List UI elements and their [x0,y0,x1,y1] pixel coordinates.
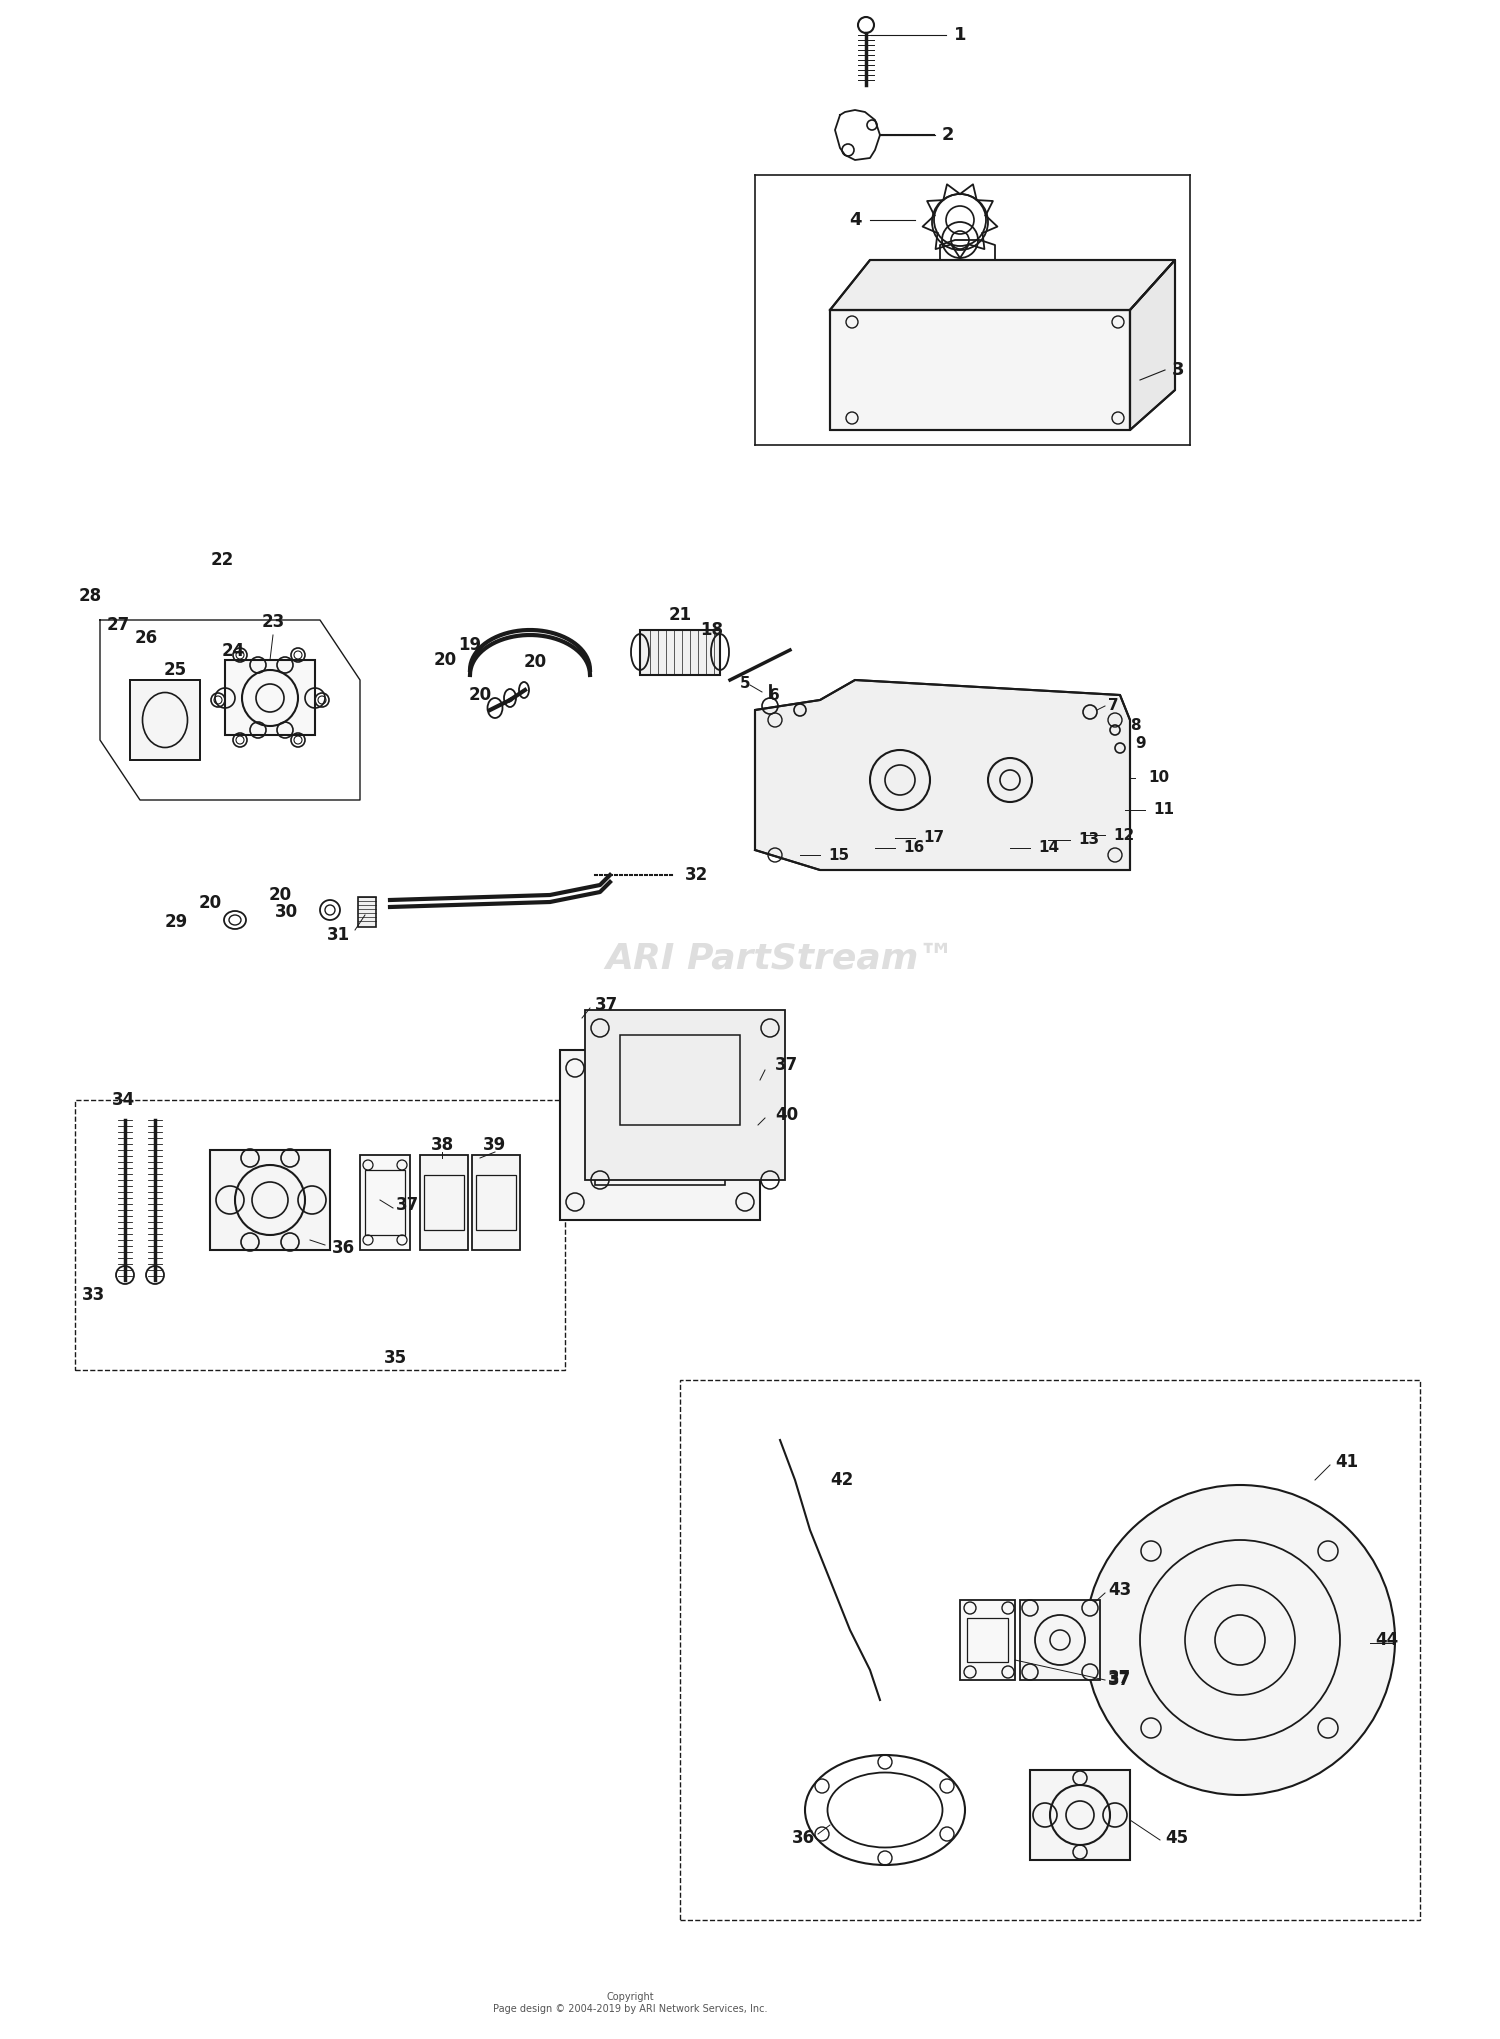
Text: 20: 20 [268,887,291,903]
Bar [585,1009,784,1181]
Text: 35: 35 [384,1350,406,1366]
Bar [360,1154,410,1250]
Polygon shape [130,679,200,761]
Text: 37: 37 [1108,1672,1131,1688]
Text: 3: 3 [1172,361,1185,379]
Text: 11: 11 [1154,803,1174,818]
Text: 36: 36 [792,1829,814,1847]
Text: 28: 28 [78,587,102,606]
Bar [680,1380,1420,1921]
Bar [358,897,376,928]
Text: 32: 32 [686,867,708,885]
Circle shape [1084,1484,1395,1794]
Text: 45: 45 [1166,1829,1188,1847]
Text: 14: 14 [1038,840,1059,856]
Text: 43: 43 [1108,1580,1131,1599]
Text: 4: 4 [849,210,862,228]
Bar [472,1154,520,1250]
Text: 13: 13 [1078,832,1100,848]
Text: 26: 26 [135,628,158,646]
Text: 24: 24 [222,642,245,661]
Text: 9: 9 [1136,736,1146,752]
Text: 37: 37 [776,1056,798,1075]
Bar [620,1036,740,1126]
Text: 44: 44 [1376,1631,1398,1650]
Text: 1: 1 [954,27,966,45]
Bar [225,661,315,734]
Bar [424,1174,464,1230]
Polygon shape [1130,261,1174,430]
Text: 17: 17 [922,830,944,846]
Text: 16: 16 [903,840,924,856]
Text: 10: 10 [1148,771,1168,785]
Bar [1030,1770,1130,1860]
Bar [1020,1601,1100,1680]
Text: 5: 5 [740,675,750,691]
Text: 18: 18 [700,622,723,638]
Text: 25: 25 [164,661,186,679]
Bar [968,1619,1008,1662]
Text: ARI PartStream™: ARI PartStream™ [604,942,954,975]
Text: 21: 21 [669,606,692,624]
Text: 30: 30 [274,903,298,922]
Polygon shape [830,261,1174,310]
Text: 37: 37 [1108,1670,1131,1686]
Text: 39: 39 [483,1136,507,1154]
Bar [364,1170,405,1236]
Text: 27: 27 [106,616,129,634]
Bar [640,630,720,675]
Bar [420,1154,468,1250]
Text: 36: 36 [332,1240,356,1256]
Text: 2: 2 [942,126,954,145]
Text: 29: 29 [165,913,188,932]
Text: 15: 15 [828,848,849,862]
Text: 31: 31 [327,926,350,944]
Text: 34: 34 [111,1091,135,1109]
Text: 6: 6 [770,687,780,703]
Text: 40: 40 [776,1105,798,1123]
Bar [596,1085,724,1185]
Polygon shape [754,679,1130,871]
Text: 8: 8 [1130,718,1140,734]
Bar [476,1174,516,1230]
Polygon shape [830,310,1130,430]
Bar [75,1099,566,1370]
Bar [210,1150,330,1250]
Text: 41: 41 [1335,1454,1358,1470]
Bar [560,1050,760,1219]
Text: 7: 7 [1108,699,1119,714]
Text: 33: 33 [81,1287,105,1305]
Text: 37: 37 [396,1197,418,1213]
Text: 20: 20 [198,893,222,911]
Text: 42: 42 [830,1470,854,1488]
Bar [960,1601,1016,1680]
Text: 19: 19 [459,636,482,655]
Text: 20: 20 [468,685,492,703]
Text: 12: 12 [1113,828,1134,842]
Text: 23: 23 [261,614,285,630]
Text: 22: 22 [210,551,234,569]
Text: 38: 38 [430,1136,453,1154]
Text: Copyright
Page design © 2004-2019 by ARI Network Services, Inc.: Copyright Page design © 2004-2019 by ARI… [492,1992,766,2015]
Text: 20: 20 [433,650,456,669]
Text: 20: 20 [524,652,546,671]
Text: 37: 37 [596,995,618,1013]
